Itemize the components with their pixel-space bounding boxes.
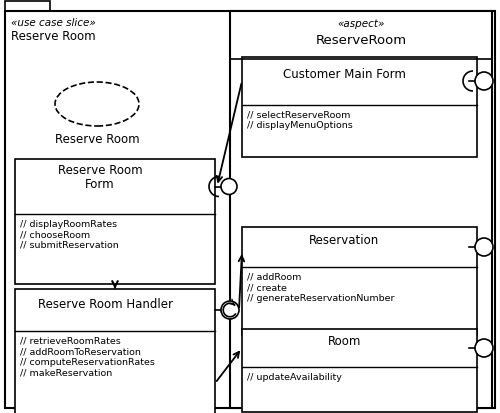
Circle shape	[221, 179, 237, 195]
Bar	[5, 2, 50, 14]
Text: // addRoom
// create
// generateReservationNumber: // addRoom // create // generateReservat…	[247, 272, 394, 302]
Ellipse shape	[55, 83, 139, 127]
Bar	[242, 329, 477, 412]
Text: // displayRoomRates
// chooseRoom
// submitReservation: // displayRoomRates // chooseRoom // sub…	[20, 219, 119, 249]
Text: // updateAvailability: // updateAvailability	[247, 372, 342, 381]
Text: Reserve Room
Form: Reserve Room Form	[58, 163, 142, 191]
Text: Reserve Room: Reserve Room	[54, 133, 140, 146]
Circle shape	[475, 238, 493, 256]
Text: Room: Room	[328, 335, 361, 348]
Text: ReserveRoom: ReserveRoom	[316, 33, 406, 46]
Bar	[15, 289, 215, 413]
Text: Reserve Room Handler: Reserve Room Handler	[38, 297, 172, 310]
Text: «use case slice»: «use case slice»	[11, 18, 96, 28]
Circle shape	[475, 339, 493, 357]
Text: Reservation: Reservation	[310, 234, 380, 247]
Circle shape	[221, 301, 239, 319]
Text: «aspect»: «aspect»	[338, 19, 384, 29]
Text: // retrieveRoomRates
// addRoomToReservation
// computeReservationRates
// makeR: // retrieveRoomRates // addRoomToReserva…	[20, 336, 155, 376]
Text: Customer Main Form: Customer Main Form	[283, 68, 406, 81]
Text: // selectReserveRoom
// displayMenuOptions: // selectReserveRoom // displayMenuOptio…	[247, 111, 353, 130]
Text: Reserve Room: Reserve Room	[11, 30, 96, 43]
Bar	[15, 159, 215, 284]
Bar	[230, 12, 492, 408]
Circle shape	[475, 73, 493, 91]
Bar	[242, 228, 477, 335]
Bar	[242, 58, 477, 158]
